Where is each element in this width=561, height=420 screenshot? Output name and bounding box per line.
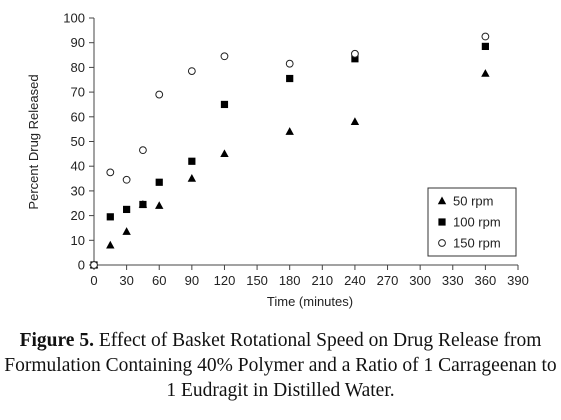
x-tick-label: 360 [475, 273, 497, 288]
x-tick-label: 0 [90, 273, 97, 288]
data-point [187, 67, 196, 76]
caption-text: Effect of Basket Rotational Speed on Dru… [4, 330, 557, 401]
data-point [122, 227, 131, 235]
data-point [285, 59, 294, 68]
y-tick-label: 10 [71, 233, 85, 248]
series-triangle [89, 69, 490, 269]
x-tick-label: 300 [409, 273, 431, 288]
chart: 0 10 20 30 40 50 60 70 80 90 100 0 30 60 90 120 150 180 21… [26, 11, 529, 310]
x-tick-label: 150 [246, 273, 268, 288]
data-point [220, 100, 229, 109]
data-point [90, 261, 98, 269]
y-tick-label: 40 [71, 159, 85, 174]
data-point [481, 42, 489, 51]
x-tick-label: 120 [214, 273, 236, 288]
x-tick-label: 210 [311, 273, 333, 288]
y-tick-label: 100 [63, 11, 85, 26]
y-tick-label: 20 [71, 208, 85, 223]
data-point [106, 213, 114, 221]
legend-label: 150 rpm [453, 236, 501, 251]
data-point [220, 149, 229, 158]
data-point [351, 55, 359, 63]
data-point [106, 168, 115, 177]
figure-caption: Figure 5. Effect of Basket Rotational Sp… [0, 328, 561, 403]
data-point [155, 90, 164, 99]
data-point [351, 49, 359, 58]
x-tick-label: 390 [507, 273, 529, 288]
x-tick-label: 240 [344, 273, 366, 288]
data-point [187, 174, 197, 182]
series-open-circle [90, 32, 490, 269]
data-point [155, 201, 164, 209]
legend-marker [437, 196, 447, 205]
y-tick-label: 30 [71, 183, 85, 198]
x-axis-title: Time (minutes) [267, 294, 353, 309]
data-point [155, 178, 163, 186]
y-tick-label: 60 [71, 109, 85, 124]
y-tick-label: 80 [71, 60, 85, 75]
x-tick-label: 270 [377, 273, 399, 288]
data-point [139, 200, 147, 209]
data-point [481, 69, 490, 77]
x-tick-label: 30 [119, 273, 133, 288]
legend-marker [438, 239, 446, 247]
legend-label: 100 rpm [453, 215, 501, 230]
legend: 50 rpm 100 rpm 150 rpm [427, 187, 517, 257]
data-point [286, 74, 294, 83]
data-point [481, 32, 490, 41]
y-tick-label: 90 [71, 35, 85, 50]
y-axis-title: Percent Drug Released [26, 74, 41, 209]
data-point [350, 117, 360, 125]
legend-label: 50 rpm [453, 194, 493, 209]
legend-marker [438, 218, 446, 226]
y-tick-label: 70 [71, 85, 85, 100]
figure-label: Figure 5. [19, 330, 94, 351]
data-point [220, 52, 229, 61]
x-tick-label: 90 [185, 273, 199, 288]
x-tick-label: 180 [279, 273, 301, 288]
y-tick-label: 0 [78, 258, 85, 273]
x-tick-label: 330 [442, 273, 464, 288]
data-point [139, 146, 147, 155]
data-point [285, 127, 294, 135]
data-point [123, 205, 131, 214]
x-tick-label: 60 [152, 273, 166, 288]
data-point [106, 240, 115, 249]
data-point [122, 175, 131, 184]
y-tick-label: 50 [71, 134, 85, 149]
data-point [188, 157, 196, 165]
plot-area: 0 10 20 30 40 50 60 70 80 90 100 0 30 60 90 120 150 180 21… [63, 11, 529, 289]
